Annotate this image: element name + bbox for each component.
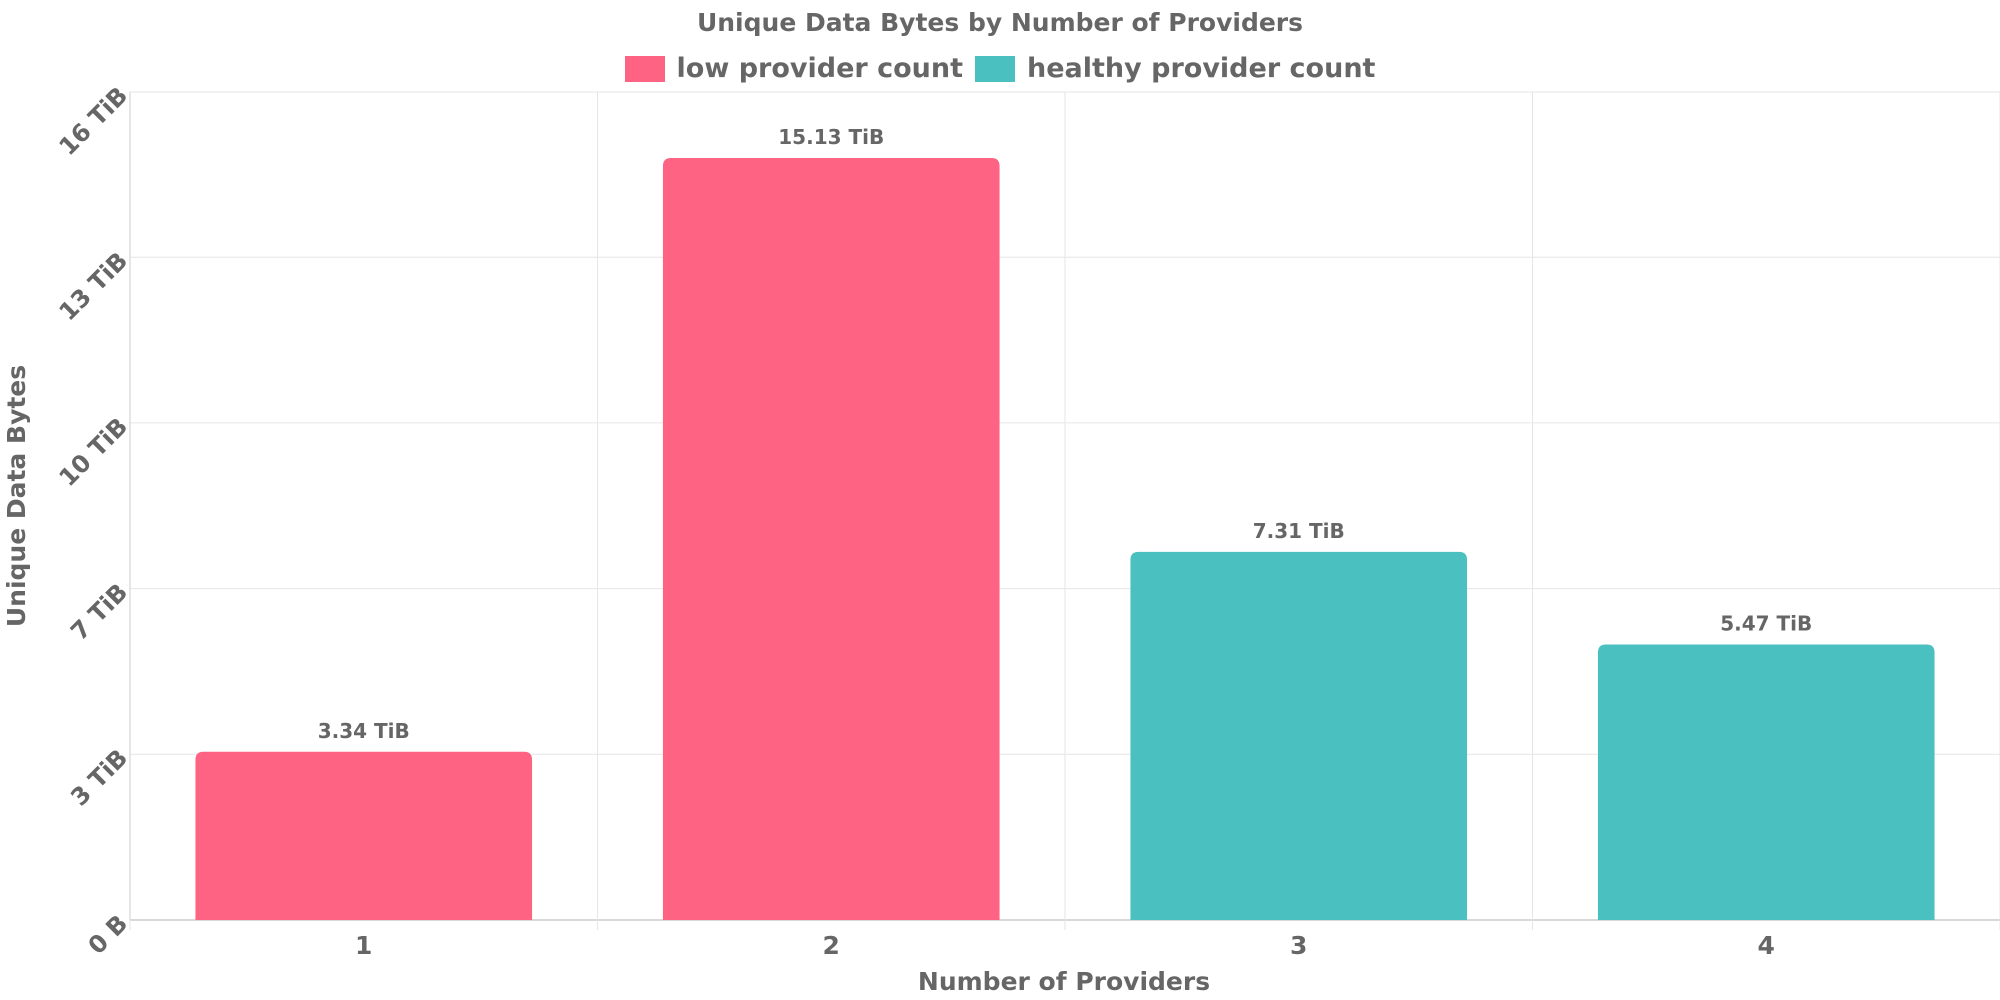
legend-item-healthy-provider-count[interactable]: healthy provider count bbox=[975, 53, 1375, 84]
x-axis-title: Number of Providers bbox=[918, 967, 1210, 996]
y-tick-label: 7 TiB bbox=[65, 578, 133, 646]
y-tick-label: 3 TiB bbox=[65, 744, 133, 812]
x-tick-label: 1 bbox=[355, 931, 372, 960]
bar-3[interactable] bbox=[1130, 551, 1468, 920]
legend-swatch-healthy bbox=[975, 55, 1015, 82]
bar-value-label: 5.47 TiB bbox=[1720, 612, 1812, 636]
y-tick-label: 16 TiB bbox=[54, 81, 134, 161]
x-tick-label: 3 bbox=[1290, 931, 1307, 960]
bar-1[interactable] bbox=[195, 751, 533, 920]
legend-label-low: low provider count bbox=[676, 53, 963, 84]
y-axis-title: Unique Data Bytes bbox=[2, 365, 31, 627]
bar-4[interactable] bbox=[1597, 644, 1935, 920]
y-tick-label: 10 TiB bbox=[54, 412, 134, 492]
chart-title: Unique Data Bytes by Number of Providers bbox=[696, 8, 1304, 37]
bar-value-label: 15.13 TiB bbox=[778, 125, 884, 149]
legend-swatch-low bbox=[624, 55, 665, 82]
y-tick-label: 13 TiB bbox=[54, 247, 134, 327]
bar-value-label: 7.31 TiB bbox=[1253, 519, 1345, 543]
x-tick-label: 2 bbox=[823, 931, 840, 960]
legend-label-healthy: healthy provider count bbox=[1027, 53, 1376, 84]
bar-value-label: 3.34 TiB bbox=[318, 719, 410, 743]
legend-item-low-provider-count[interactable]: low provider count bbox=[624, 53, 963, 84]
legend: low provider count healthy provider coun… bbox=[0, 53, 2000, 84]
y-tick-label: 0 B bbox=[83, 909, 133, 959]
bar-2[interactable] bbox=[662, 157, 1000, 921]
x-tick-label: 4 bbox=[1758, 931, 1775, 960]
